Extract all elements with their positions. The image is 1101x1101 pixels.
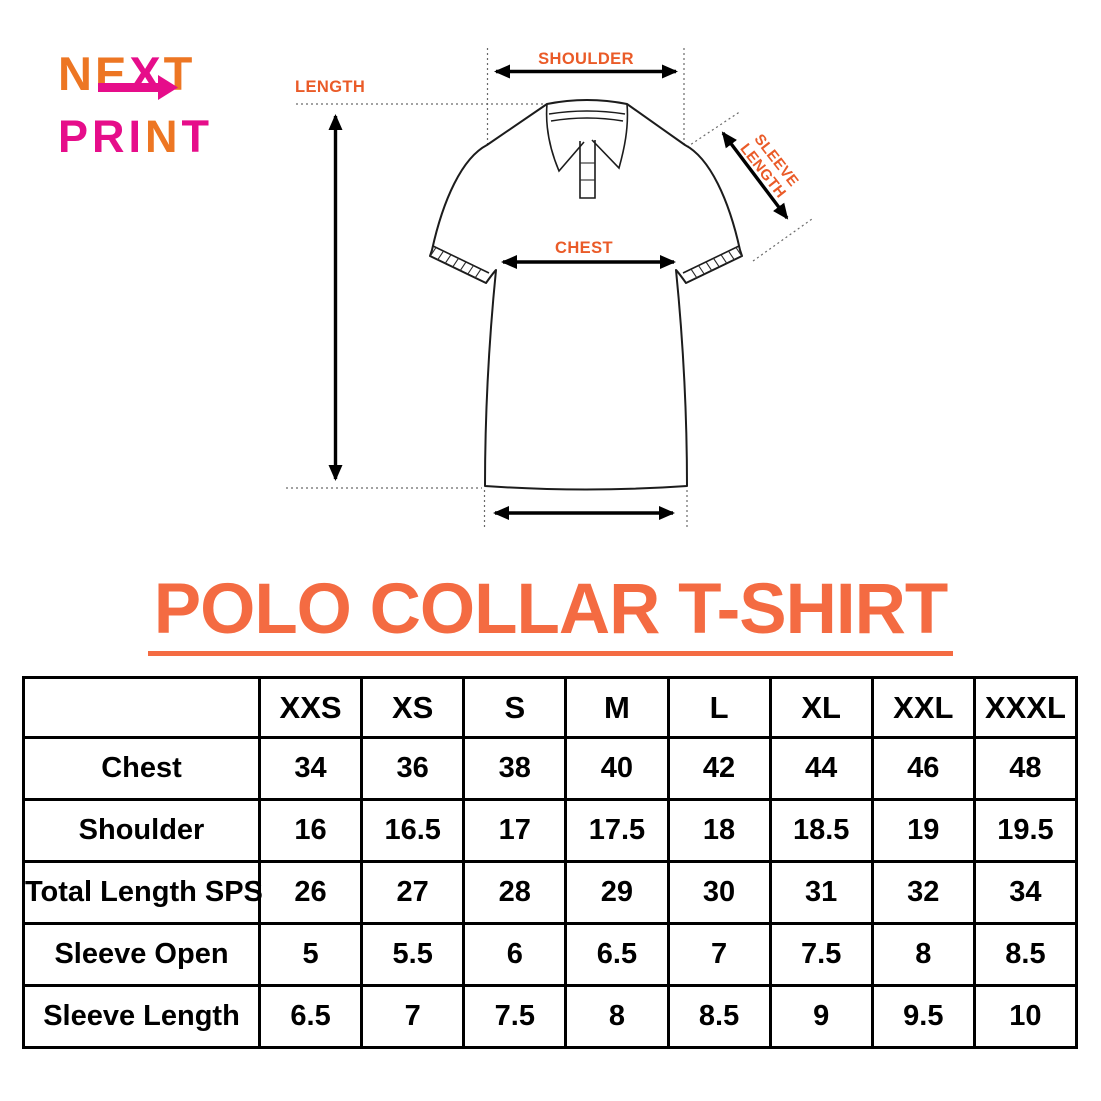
polo-shirt-drawing — [429, 99, 743, 491]
logo-letter: I — [128, 111, 146, 162]
value-cell: 19.5 — [972, 798, 1079, 863]
size-column-header: XS — [360, 676, 466, 739]
value-cell: 7.5 — [768, 922, 874, 987]
page-title: POLO COLLAR T-SHIRT — [0, 574, 1101, 656]
table-row: Sleeve Open 5 5.5 6 6.5 7 7.5 8 8.5 — [22, 922, 1079, 987]
value-cell: 7.5 — [462, 984, 568, 1049]
table-row: Total Length SPS 26 27 28 29 30 31 32 34 — [22, 860, 1079, 925]
value-cell: 34 — [972, 860, 1079, 925]
size-column-header: XXS — [257, 676, 364, 739]
size-header-row: XXS XS S M L XL XXL XXXL — [22, 676, 1079, 739]
value-cell: 5.5 — [360, 922, 466, 987]
size-column-header: M — [564, 676, 670, 739]
value-cell: 17 — [462, 798, 568, 863]
value-cell: 38 — [462, 736, 568, 801]
value-cell: 44 — [768, 736, 874, 801]
value-cell: 5 — [257, 922, 364, 987]
measurement-arrows — [328, 64, 789, 520]
value-cell: 18.5 — [768, 798, 874, 863]
value-cell: 28 — [462, 860, 568, 925]
value-cell: 26 — [257, 860, 364, 925]
value-cell: 6.5 — [257, 984, 364, 1049]
guide-lines — [286, 48, 813, 530]
logo-letter: R — [92, 111, 129, 162]
size-column-header: XXXL — [972, 676, 1079, 739]
next-print-logo: NEXT PRINT — [58, 50, 213, 159]
value-cell: 9.5 — [870, 984, 976, 1049]
value-cell: 31 — [768, 860, 874, 925]
size-column-header: XL — [768, 676, 874, 739]
value-cell: 18 — [666, 798, 772, 863]
right-cuff-hatching — [690, 247, 743, 279]
value-cell: 40 — [564, 736, 670, 801]
value-cell: 9 — [768, 984, 874, 1049]
sleeve-length-arrow — [721, 131, 789, 220]
table-row: Chest 34 36 38 40 42 44 46 48 — [22, 736, 1079, 801]
value-cell: 30 — [666, 860, 772, 925]
polo-collar — [545, 103, 629, 199]
row-label: Shoulder — [22, 798, 261, 863]
logo-letter: X — [129, 47, 164, 100]
row-label: Sleeve Open — [22, 922, 261, 987]
logo-letter: N — [145, 111, 182, 162]
value-cell: 27 — [360, 860, 466, 925]
corner-cell — [22, 676, 261, 739]
logo-word-print: PRINT — [58, 114, 213, 159]
row-label: Total Length SPS — [22, 860, 263, 925]
value-cell: 7 — [666, 922, 772, 987]
value-cell: 6 — [462, 922, 568, 987]
value-cell: 36 — [360, 736, 466, 801]
polo-measurement-diagram: SHOULDER LENGTH CHEST SLEEVE LENGTH — [286, 48, 813, 530]
value-cell: 29 — [564, 860, 670, 925]
left-cuff-hatching — [429, 247, 482, 279]
size-column-header: L — [666, 676, 772, 739]
value-cell: 16.5 — [360, 798, 466, 863]
value-cell: 48 — [972, 736, 1079, 801]
length-label: LENGTH — [295, 78, 365, 96]
value-cell: 8.5 — [666, 984, 772, 1049]
value-cell: 32 — [870, 860, 976, 925]
row-label: Chest — [22, 736, 261, 801]
value-cell: 42 — [666, 736, 772, 801]
size-chart-table: XXS XS S M L XL XXL XXXL Chest 34 36 38 40 42 44 46 48 S… — [22, 676, 1079, 1049]
row-label: Sleeve Length — [22, 984, 261, 1049]
value-cell: 19 — [870, 798, 976, 863]
size-column-header: XXL — [870, 676, 976, 739]
table-row: Sleeve Length 6.5 7 7.5 8 8.5 9 9.5 10 — [22, 984, 1079, 1049]
value-cell: 46 — [870, 736, 976, 801]
table-row: Shoulder 16 16.5 17 17.5 18 18.5 19 19.5 — [22, 798, 1079, 863]
value-cell: 8.5 — [972, 922, 1079, 987]
logo-letter: P — [58, 111, 93, 162]
value-cell: 7 — [360, 984, 466, 1049]
size-column-header: S — [462, 676, 568, 739]
value-cell: 34 — [257, 736, 364, 801]
value-cell: 8 — [564, 984, 670, 1049]
logo-letter: T — [163, 47, 196, 100]
logo-word-next: NEXT — [58, 50, 213, 97]
logo-letter: N — [58, 47, 95, 100]
value-cell: 6.5 — [564, 922, 670, 987]
value-cell: 16 — [257, 798, 364, 863]
logo-letter: T — [181, 111, 214, 162]
value-cell: 10 — [972, 984, 1079, 1049]
value-cell: 17.5 — [564, 798, 670, 863]
value-cell: 8 — [870, 922, 976, 987]
shoulder-label: SHOULDER — [538, 50, 634, 68]
chest-label: CHEST — [555, 239, 613, 257]
logo-letter: E — [94, 47, 130, 100]
